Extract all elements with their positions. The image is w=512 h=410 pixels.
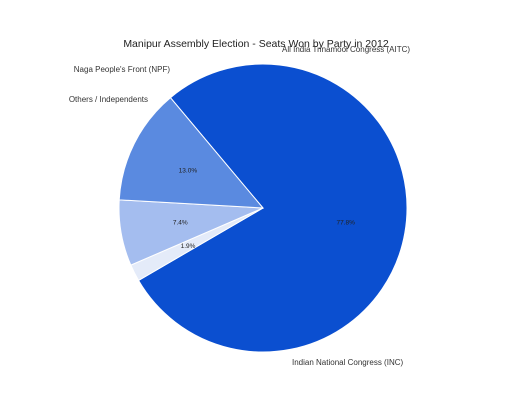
- percentage-labels: 77.8% 1.9% 7.4% 13.0%: [173, 167, 355, 250]
- pie-slice: [118, 96, 265, 209]
- slice-percent-label: 7.4%: [173, 220, 188, 227]
- slice-name-label: Others / Independents: [69, 95, 148, 104]
- slice-percent-label: 1.9%: [181, 243, 196, 250]
- slice-percent-label: 13.0%: [179, 167, 198, 174]
- slice-name-labels: Indian National Congress (INC) Others / I…: [69, 45, 411, 367]
- pie-slice: [137, 63, 408, 353]
- pie-slices: [118, 63, 408, 353]
- slice-name-label: Indian National Congress (INC): [292, 358, 403, 367]
- slice-percent-label: 77.8%: [336, 219, 355, 226]
- slice-name-label: All India Trinamool Congress (AITC): [282, 45, 410, 54]
- slice-name-label: Naga People's Front (NPF): [74, 65, 171, 74]
- chart-title: Manipur Assembly Election - Seats Won by…: [123, 38, 389, 50]
